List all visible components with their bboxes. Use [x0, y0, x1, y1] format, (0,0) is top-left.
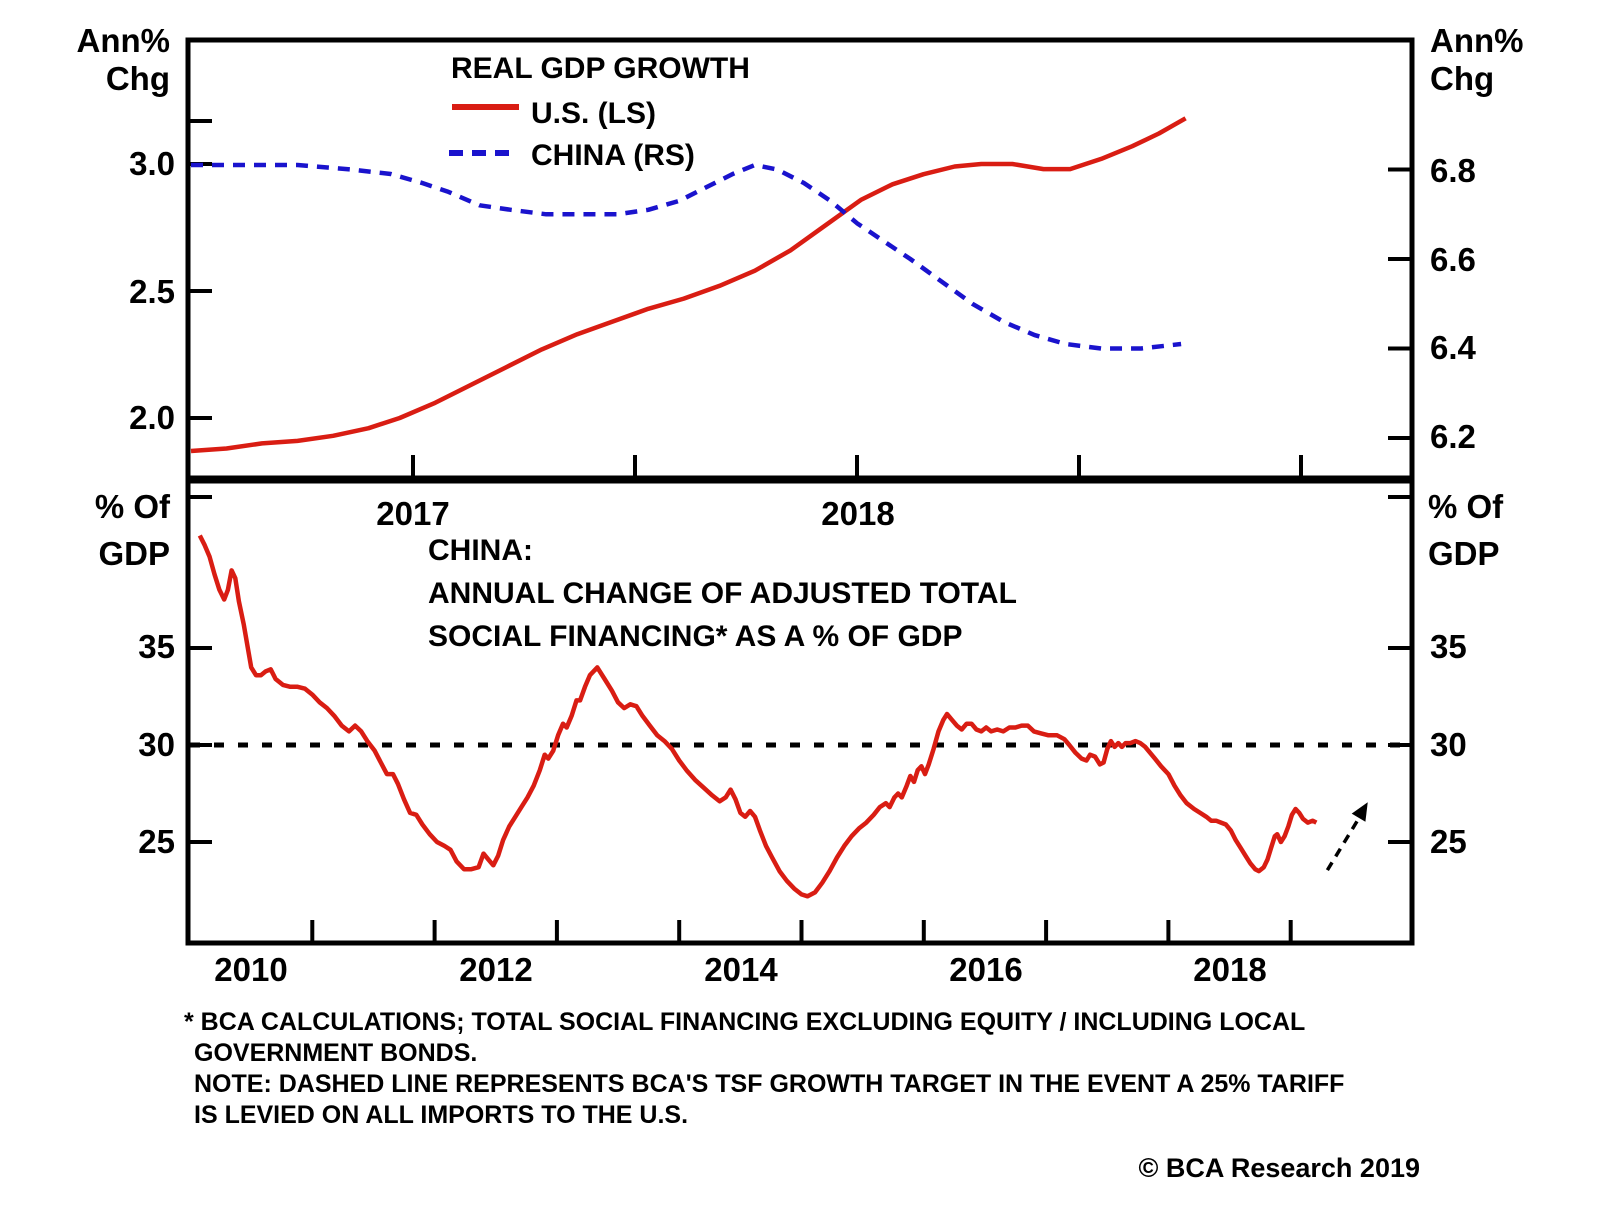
bottom-right-tick-25: 25 — [1430, 823, 1467, 860]
top-right-tick-6.4: 6.4 — [1430, 329, 1476, 366]
legend-us-label: U.S. (LS) — [531, 97, 656, 130]
footnote-block: * BCA CALCULATIONS; TOTAL SOCIAL FINANCI… — [184, 1008, 1345, 1129]
top-left-tick-2.0: 2.0 — [129, 399, 175, 436]
up-arrow-head — [1351, 802, 1368, 822]
top-left-tick-3.0: 3.0 — [129, 145, 175, 182]
copyright-notice: © BCA Research 2019 — [1138, 1153, 1420, 1183]
bottom-x-label-2010: 2010 — [214, 951, 288, 988]
bottom-right-axis-title: % Of GDP — [1428, 488, 1504, 572]
china-gdp-line — [191, 162, 1182, 351]
bottom-left-tick-25: 25 — [138, 823, 175, 860]
bottom-right-tick-30: 30 — [1430, 726, 1467, 763]
bottom-left-axis-title: % Of GDP — [94, 488, 170, 572]
tsf-line — [197, 534, 1318, 899]
bottom-x-label-2014: 2014 — [704, 951, 778, 988]
us-gdp-line — [190, 116, 1187, 454]
top-right-tick-6.6: 6.6 — [1430, 241, 1476, 278]
bottom-x-label-2012: 2012 — [459, 951, 533, 988]
top-x-label-2017: 2017 — [376, 495, 450, 532]
top-left-axis-title: Ann% Chg — [76, 22, 171, 97]
bottom-right-tick-35: 35 — [1430, 628, 1467, 665]
legend-china-label: CHINA (RS) — [531, 139, 695, 172]
top-right-tick-6.8: 6.8 — [1430, 152, 1476, 189]
top-x-label-2018: 2018 — [821, 495, 895, 532]
top-right-tick-6.2: 6.2 — [1430, 418, 1476, 455]
legend-title: REAL GDP GROWTH — [451, 52, 750, 85]
top-right-axis-title: Ann% Chg — [1430, 22, 1524, 97]
bottom-left-tick-30: 30 — [138, 726, 175, 763]
bottom-panel-title: CHINA: ANNUAL CHANGE OF ADJUSTED TOTAL SOC… — [428, 534, 1017, 653]
bottom-x-label-2016: 2016 — [949, 951, 1023, 988]
top-left-tick-2.5: 2.5 — [129, 273, 175, 310]
bottom-x-label-2018: 2018 — [1193, 951, 1267, 988]
bottom-left-tick-35: 35 — [138, 628, 175, 665]
top-panel-border — [185, 37, 1415, 481]
bottom-panel-border — [185, 478, 1415, 946]
up-arrow-shaft — [1325, 809, 1366, 872]
